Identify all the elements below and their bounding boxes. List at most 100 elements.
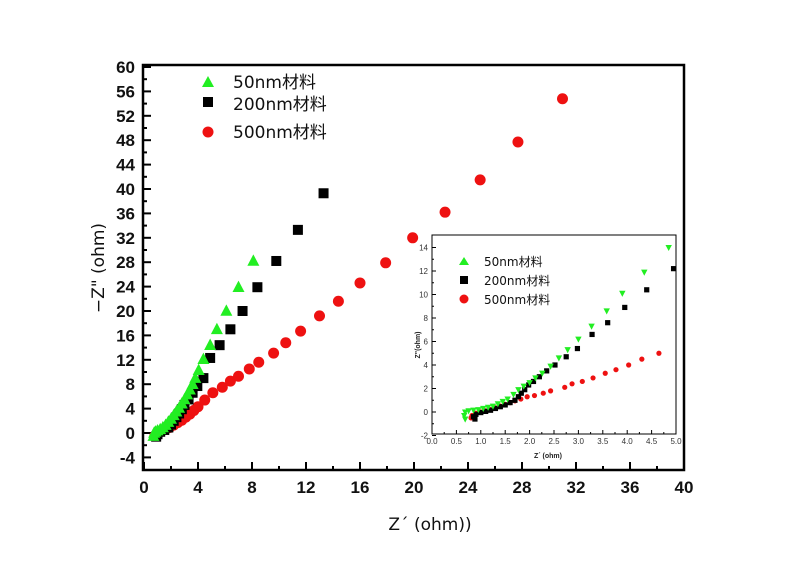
main-x-tick-label: 12 [297, 478, 316, 497]
main-data-point [192, 363, 205, 375]
inset-data-point [574, 345, 581, 352]
inset-y-tick-label: 8 [424, 314, 429, 323]
inset-data-point [555, 355, 563, 362]
inset-legend-marker-circle [459, 294, 469, 304]
inset-x-tick-label: 4.0 [622, 437, 634, 446]
main-y-tick-label: 8 [126, 375, 135, 394]
main-y-tick-label: 48 [116, 131, 135, 150]
inset-data-point [619, 290, 626, 297]
main-x-tick-label: 0 [139, 478, 148, 497]
inset-y-tick-label: 12 [419, 267, 428, 276]
main-data-point [243, 363, 255, 375]
inset-data-point [470, 407, 477, 414]
inset-y-tick-label: 10 [419, 291, 428, 300]
legend-label-500nm: 500nm材料 [233, 123, 327, 143]
inset-data-point [626, 362, 632, 368]
inset-data-point [622, 304, 628, 311]
main-x-tick-label: 16 [351, 478, 370, 497]
inset-data-point [603, 308, 610, 315]
inset-data-point [539, 370, 546, 377]
main-data-point [295, 325, 307, 337]
inset-data-point [588, 323, 595, 330]
inset-x-tick-label: 3.0 [573, 437, 585, 446]
main-data-point [214, 340, 225, 351]
main-y-tick-label: 28 [116, 253, 135, 272]
inset-data-point [665, 244, 672, 252]
inset-data-point [562, 384, 568, 390]
legend-label-200nm: 200nm材料 [233, 95, 327, 115]
main-data-point [204, 338, 217, 350]
inset-data-point [461, 409, 469, 416]
inset-legend-marker-triangle [459, 257, 469, 265]
main-y-tick-label: 16 [116, 326, 135, 345]
inset-data-point [484, 404, 492, 411]
main-y-tick-label: -4 [120, 448, 136, 467]
inset-data-point [478, 409, 484, 416]
main-data-point [354, 277, 366, 289]
main-data-point [318, 188, 329, 199]
main-data-point [233, 370, 244, 382]
main-data-point [252, 282, 263, 293]
inset-data-points [461, 244, 677, 423]
legend-marker-square [203, 97, 213, 107]
inset-legend-label-50nm: 50nm材料 [484, 255, 543, 269]
inset-data-point [483, 408, 489, 415]
main-data-point [247, 254, 260, 266]
main-data-point [205, 352, 216, 363]
main-data-point [232, 280, 245, 293]
inset-data-point [547, 388, 554, 394]
inset-legend-label-200nm: 200nm材料 [484, 274, 550, 288]
main-y-tick-label: 32 [116, 229, 135, 248]
main-y-tick-label: 0 [126, 424, 135, 443]
main-data-point [439, 206, 451, 218]
main-x-tick-label: 32 [567, 478, 586, 497]
inset-data-point [520, 383, 527, 390]
legend-label-50nm: 50nm材料 [233, 73, 316, 93]
inset-x-tick-label: 1.5 [500, 437, 512, 446]
inset-legend: 50nm材料 200nm材料 500nm材料 [459, 255, 550, 307]
inset-data-point [504, 396, 511, 403]
main-x-tick-label: 28 [513, 478, 532, 497]
main-data-point [220, 304, 233, 316]
inset-data-point [510, 391, 517, 398]
main-x-tick-label: 36 [621, 478, 640, 497]
inset-x-tick-label: 2.5 [548, 437, 560, 446]
inset-data-point [522, 387, 528, 393]
main-data-point [210, 322, 223, 335]
inset-legend-label-500nm: 500nm材料 [484, 293, 550, 307]
main-data-point [380, 257, 392, 269]
inset-data-point [489, 403, 497, 410]
main-data-point [192, 381, 203, 392]
inset-x-tick-label: 5.0 [670, 437, 682, 446]
inset-data-point [569, 381, 575, 387]
inset-data-point [639, 356, 645, 362]
inset-data-point [544, 368, 550, 374]
inset-legend-marker-square [460, 276, 468, 284]
inset-data-point [530, 378, 537, 385]
main-data-points [147, 93, 568, 442]
inset-data-point [494, 401, 502, 408]
inset-data-point [613, 367, 619, 373]
main-data-point [407, 232, 419, 244]
inset-data-point [515, 387, 522, 394]
inset-data-point [536, 374, 542, 380]
main-y-tick-label: 12 [116, 351, 135, 370]
legend-marker-triangle [202, 76, 214, 87]
inset-x-tick-label: 2.0 [524, 437, 536, 446]
inset-x-axis-title: Z´ (ohm) [534, 453, 562, 460]
inset-data-point [532, 375, 539, 382]
inset-y-tick-label: 14 [419, 244, 428, 253]
inset-data-point [480, 405, 487, 412]
inset-data-point [499, 398, 506, 405]
main-data-point [224, 375, 236, 387]
inset-x-tick-label: 3.5 [597, 437, 609, 446]
main-data-point [512, 136, 524, 148]
inset-data-point [507, 400, 513, 406]
main-y-tick-label: 56 [116, 82, 135, 101]
inset-data-point [589, 331, 595, 338]
main-data-point [332, 295, 344, 307]
inset-data-point [641, 269, 648, 276]
inset-data-point [552, 362, 558, 368]
main-y-tick-label: 4 [126, 400, 136, 419]
